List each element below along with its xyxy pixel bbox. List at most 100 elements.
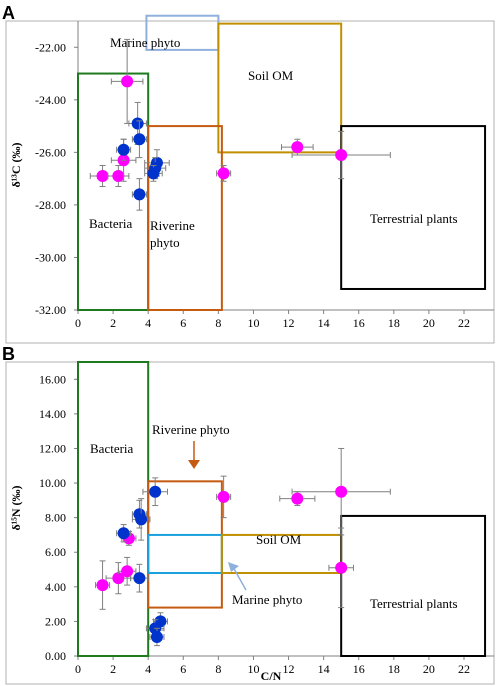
marker: [96, 579, 109, 592]
y-tick-label: 10.00: [39, 476, 66, 490]
y-tick-label: -26.00: [35, 145, 66, 159]
data-point: [328, 527, 354, 609]
region-label: Riverine: [150, 218, 195, 233]
panel-b-letter: B: [2, 344, 15, 364]
marker: [133, 133, 146, 146]
region-label: Terrestrial plants: [370, 211, 458, 226]
x-tick-label: 20: [423, 662, 435, 676]
x-tick-label: 4: [145, 662, 151, 676]
marker: [117, 143, 130, 156]
data-point: [116, 524, 132, 543]
data-point: [144, 165, 163, 182]
data-point: [279, 491, 316, 507]
panel-b-frame: [5, 361, 495, 685]
x-tick-label: 12: [283, 662, 295, 676]
x-tick-label: 18: [388, 662, 400, 676]
data-point: [110, 38, 144, 124]
data-point: [131, 498, 151, 541]
region-label: Soil OM: [248, 68, 294, 83]
y-tick-label: 0.00: [45, 649, 66, 663]
x-tick-label: 20: [423, 316, 435, 330]
x-tick-label: 14: [318, 316, 330, 330]
y-tick-label: 8.00: [45, 511, 66, 525]
data-point: [95, 560, 111, 610]
data-point: [117, 556, 137, 586]
y-tick-label: -28.00: [35, 198, 66, 212]
marker: [217, 490, 230, 503]
data-point: [116, 138, 132, 161]
y-tick-label: -32.00: [35, 303, 66, 317]
marker: [135, 513, 148, 526]
marker: [96, 170, 109, 183]
region-label: Marine phyto: [110, 35, 180, 50]
region-label: Bacteria: [90, 441, 134, 456]
data-point: [131, 178, 147, 211]
data-point: [131, 120, 147, 159]
panel-b-arrows: [188, 441, 247, 591]
region-box: [340, 125, 487, 290]
y-tick-label: -24.00: [35, 93, 66, 107]
y-tick-label: 14.00: [39, 407, 66, 421]
marker: [121, 565, 134, 578]
y-tick-label: 2.00: [45, 614, 66, 628]
region-label: Marine phyto: [232, 592, 302, 607]
data-point: [216, 475, 232, 519]
marine-phyto-arrowhead: [228, 562, 239, 572]
data-point: [107, 165, 130, 188]
marker: [112, 572, 125, 585]
region-box: [340, 514, 487, 658]
marker: [117, 527, 130, 540]
region-label: phyto: [150, 235, 180, 250]
region-box: [147, 533, 223, 574]
region-label: Bacteria: [89, 216, 133, 231]
x-tick-label: 22: [458, 662, 470, 676]
x-tick-label: 6: [180, 316, 186, 330]
region-label: Terrestrial plants: [370, 596, 458, 611]
data-point: [216, 165, 232, 182]
x-tick-label: 6: [180, 662, 186, 676]
marker: [335, 561, 348, 574]
region-box: [147, 480, 223, 609]
marker: [133, 188, 146, 201]
marker: [217, 167, 230, 180]
y-tick-label: 16.00: [39, 372, 66, 386]
x-tick-label: 8: [215, 316, 221, 330]
y-tick-label: -22.00: [35, 40, 66, 54]
marker: [291, 141, 304, 154]
marker: [335, 148, 348, 161]
x-tick-label: 18: [388, 316, 400, 330]
x-tick-label: 4: [145, 316, 151, 330]
y-tick-label: 4.00: [45, 580, 66, 594]
marker: [291, 492, 304, 505]
panel-a-plot: 0 2 4 6 8 10 12 14 16 18 20 22 -32.00 -30.00 -28.00 -26…: [9, 14, 494, 330]
x-tick-label: 16: [353, 662, 365, 676]
panel-b-plot: 0 2 4 6 8 10 12 14 16 18 20 22 0.00 2.00 4.00 6.00 8.00 1…: [9, 361, 494, 683]
riverine-phyto-arrowhead: [188, 460, 200, 469]
y-tick-label: 12.00: [39, 441, 66, 455]
x-tick-label: 0: [75, 316, 81, 330]
region-label: Riverine phyto: [152, 422, 230, 437]
data-point: [149, 627, 165, 647]
panel-a-frame: [5, 20, 495, 344]
x-tick-label: 10: [247, 662, 259, 676]
region-label: Soil OM: [256, 532, 302, 547]
y-tick-label: 6.00: [45, 545, 66, 559]
x-tick-label: 8: [215, 662, 221, 676]
marker: [335, 485, 348, 498]
x-tick-label: 16: [353, 316, 365, 330]
data-point: [291, 447, 391, 536]
y-axis-title: δ¹⁵N (‰): [9, 485, 23, 530]
x-tick-label: 12: [283, 316, 295, 330]
marker: [147, 167, 160, 180]
panel-a-letter: A: [2, 3, 15, 23]
marker: [133, 572, 146, 585]
x-tick-label: 14: [318, 662, 330, 676]
marine-phyto-arrow: [232, 566, 247, 591]
y-axis-title: δ¹³C (‰): [9, 142, 23, 187]
x-tick-label: 0: [75, 662, 81, 676]
x-tick-label: 2: [110, 316, 116, 330]
x-tick-label: 10: [247, 316, 259, 330]
marker: [150, 630, 163, 643]
marker: [131, 117, 144, 130]
